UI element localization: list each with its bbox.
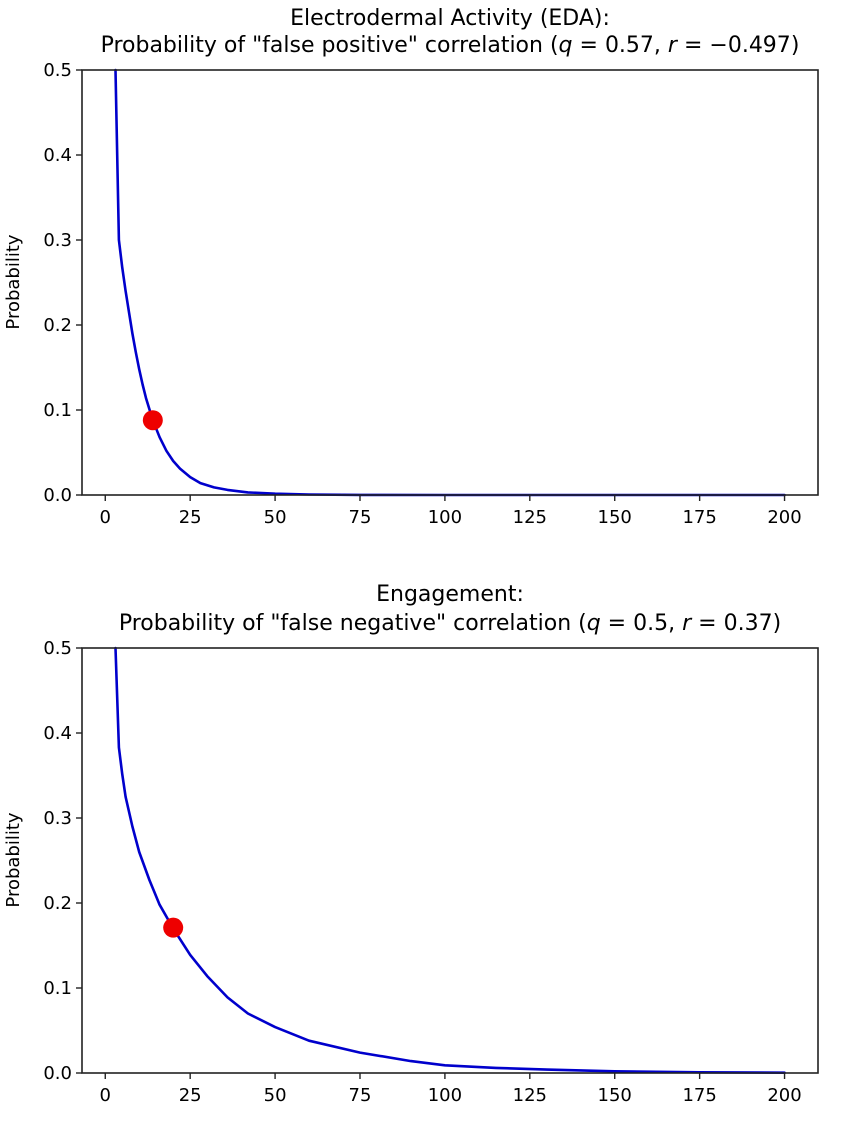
axes-frame (81, 647, 819, 1074)
x-tick-label: 50 (264, 507, 287, 528)
title-r-symbol: r (668, 33, 679, 58)
x-tick-label: 150 (598, 507, 632, 528)
title-q-value: 0.57 (605, 33, 654, 58)
y-tick-label: 0.0 (43, 1063, 72, 1084)
y-tick-label: 0.1 (43, 400, 72, 421)
title-q-value: 0.5 (633, 611, 668, 636)
probability-curve (114, 646, 786, 1074)
x-tick-label: 25 (179, 507, 202, 528)
y-tick-label: 0.3 (43, 808, 72, 829)
chart-engagement: Engagement: Probability of "false negati… (3, 582, 819, 1106)
y-tick-label: 0.5 (43, 638, 72, 659)
plot-area: 0 25 50 75 100 125 150 175 200 0.0 0.1 0.2 0.3 0.4 0.5 (43, 638, 819, 1106)
y-tick-label: 0.4 (43, 723, 72, 744)
x-tick-label: 100 (428, 507, 462, 528)
y-tick-label: 0.2 (43, 893, 72, 914)
x-tick-label: 75 (349, 507, 372, 528)
y-tick-label: 0.3 (43, 230, 72, 251)
y-tick-label: 0.4 (43, 145, 72, 166)
x-tick-label: 200 (767, 1085, 801, 1106)
y-tick-label: 0.0 (43, 485, 72, 506)
x-tick-label: 150 (598, 1085, 632, 1106)
title-prefix: Probability of "false positive" correlat… (101, 33, 559, 58)
title-r-symbol: r (682, 611, 693, 636)
x-tick-label: 0 (100, 1085, 111, 1106)
title-r-value: 0.37 (724, 611, 773, 636)
chart-title-line1: Electrodermal Activity (EDA): (290, 6, 610, 31)
chart-eda: Electrodermal Activity (EDA): Probabilit… (3, 6, 819, 528)
title-q-symbol: q (587, 611, 601, 636)
observed-point-marker (163, 917, 184, 938)
plot-area: 0 25 50 75 100 125 150 175 200 0.0 0.1 0.2 0.3 0.4 0.5 (43, 60, 819, 528)
x-tick-label: 175 (682, 1085, 716, 1106)
x-tick-label: 75 (349, 1085, 372, 1106)
chart-title-line2: Probability of "false positive" correlat… (101, 33, 800, 58)
axes-frame (81, 69, 819, 496)
x-tick-label: 125 (513, 1085, 547, 1106)
y-tick-label: 0.5 (43, 60, 72, 81)
y-tick-label: 0.2 (43, 315, 72, 336)
chart-title-line2: Probability of "false negative" correlat… (119, 611, 781, 636)
title-prefix: Probability of "false negative" correlat… (119, 611, 587, 636)
title-r-value: −0.497 (709, 33, 790, 58)
observed-point-marker (142, 410, 163, 431)
probability-curve (114, 68, 786, 497)
x-tick-label: 175 (682, 507, 716, 528)
x-tick-label: 25 (179, 1085, 202, 1106)
x-tick-label: 0 (100, 507, 111, 528)
x-tick-label: 100 (428, 1085, 462, 1106)
y-tick-label: 0.1 (43, 978, 72, 999)
chart-title-line1: Engagement: (376, 582, 524, 607)
x-tick-label: 50 (264, 1085, 287, 1106)
y-axis-label: Probability (3, 812, 24, 907)
y-axis-label: Probability (3, 234, 24, 329)
x-tick-label: 125 (513, 507, 547, 528)
title-q-symbol: q (559, 33, 573, 58)
x-tick-label: 200 (767, 507, 801, 528)
